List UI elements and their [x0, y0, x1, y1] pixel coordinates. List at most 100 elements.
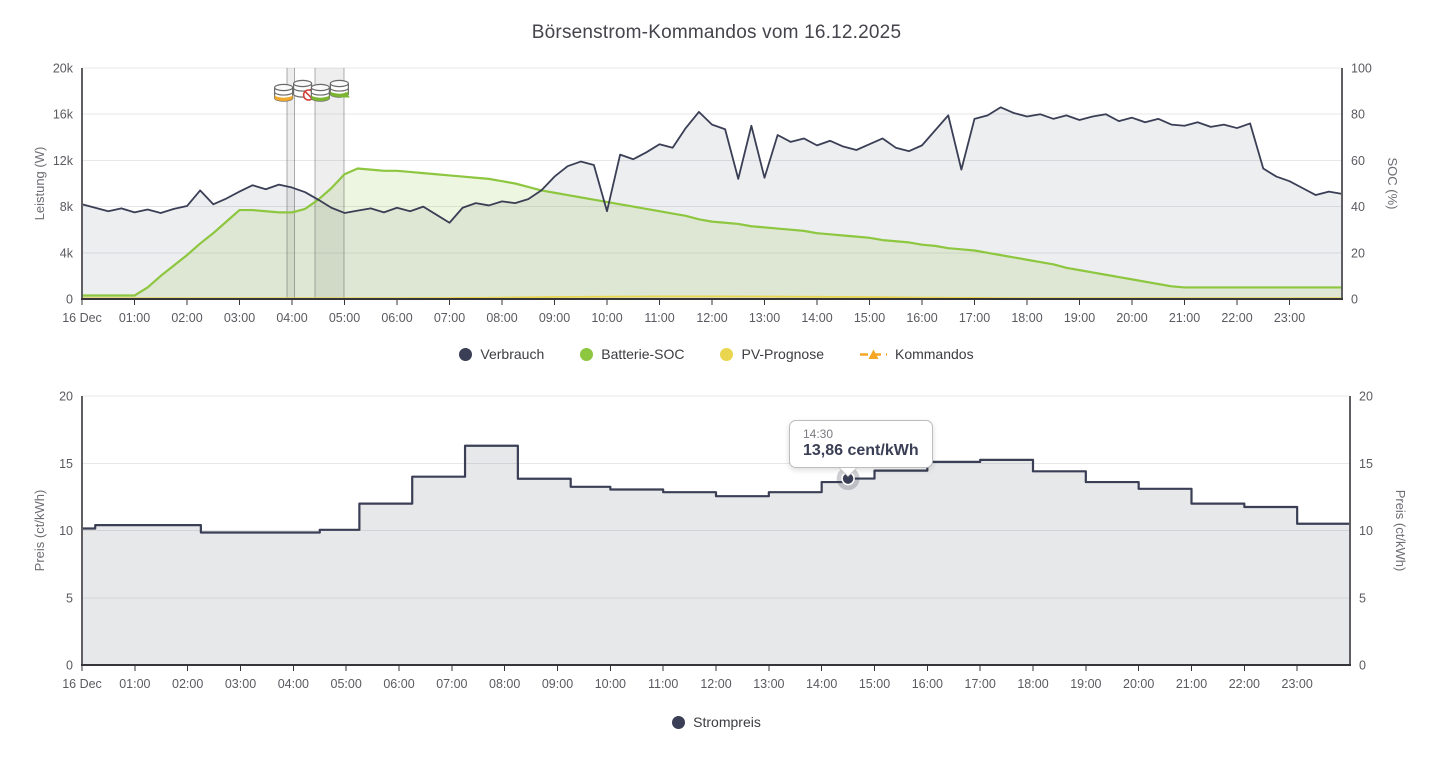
tooltip-value: 13,86 cent/kWh — [803, 442, 919, 459]
y-left-tick-label: 10 — [59, 524, 73, 538]
y-left-tick-label: 12k — [53, 154, 74, 168]
price-chart[interactable]: 16 Dec 01:00 02:00 03:00 04:00 05:00 06:00 07:0… — [32, 390, 1408, 692]
y-right-axis-title: SOC (%) — [1385, 158, 1400, 210]
x-tick-label: 08:00 — [486, 311, 517, 325]
legend-item-pv-prognose[interactable]: PV-Prognose — [720, 346, 824, 362]
y-right-tick-label: 80 — [1351, 108, 1365, 122]
legend-item-kommandos[interactable]: Kommandos — [859, 346, 974, 362]
batterie-soc-line — [80, 167, 1344, 297]
y-right-axis-title: Preis (ct/kWh) — [1393, 490, 1408, 572]
x-tick-label: 21:00 — [1176, 677, 1207, 691]
x-tick-label: 10:00 — [591, 311, 622, 325]
legend-label-batterie-soc: Batterie-SOC — [601, 346, 685, 362]
storage-orange-icon — [274, 83, 294, 102]
x-tick-label: 08:00 — [489, 677, 520, 691]
x-tick-label: 10:00 — [595, 677, 626, 691]
x-tick-label: 15:00 — [859, 677, 890, 691]
x-tick-label: 20:00 — [1123, 677, 1154, 691]
x-tick-label: 01:00 — [119, 311, 150, 325]
y-left-tick-label: 16k — [53, 108, 74, 122]
y-right-tick-label: 20 — [1351, 246, 1365, 260]
verbrauch-line — [81, 106, 1343, 224]
command-marker-storage-green-storage-charge[interactable] — [310, 79, 350, 102]
x-tick-label: 22:00 — [1221, 311, 1252, 325]
y-left-tick-label: 20 — [59, 390, 73, 404]
batterie-soc-area — [82, 168, 1342, 299]
x-tick-label: 13:00 — [749, 311, 780, 325]
legend-item-batterie-soc[interactable]: Batterie-SOC — [580, 346, 684, 362]
batterie-soc-legend-dot-icon — [580, 347, 594, 361]
page-title: Börsenstrom-Kommandos vom 16.12.2025 — [531, 22, 902, 43]
x-tick-label: 16:00 — [906, 311, 937, 325]
x-tick-label: 17:00 — [965, 677, 996, 691]
legend-1: Verbrauch Batterie-SOC PV-Prognose Kommando… — [0, 346, 1433, 362]
x-tick-label: 03:00 — [224, 311, 255, 325]
y-right-tick-label: 0 — [1351, 293, 1358, 307]
x-tick-label: 09:00 — [539, 311, 570, 325]
y-right-tick-label: 60 — [1351, 154, 1365, 168]
y-right-tick-label: 15 — [1359, 457, 1373, 471]
y-left-tick-label: 5 — [66, 591, 73, 605]
x-tick-label: 16:00 — [912, 677, 943, 691]
y-right-tick-label: 100 — [1351, 62, 1372, 76]
x-tick-label: 14:00 — [806, 677, 837, 691]
charge-badge-icon — [340, 92, 350, 98]
x-tick-label: 19:00 — [1064, 311, 1095, 325]
x-tick-label: 02:00 — [171, 311, 202, 325]
x-tick-label: 04:00 — [278, 677, 309, 691]
x-tick-label: 12:00 — [700, 677, 731, 691]
y-left-tick-label: 4k — [60, 246, 74, 260]
command-window-band — [286, 68, 295, 299]
storage-green-icon — [310, 83, 330, 102]
legend-2: Strompreis — [0, 714, 1433, 730]
x-tick-label: 15:00 — [854, 311, 885, 325]
x-tick-label: 23:00 — [1282, 677, 1313, 691]
storage-blocked-icon — [293, 79, 315, 101]
x-tick-label: 21:00 — [1169, 311, 1200, 325]
y-left-tick-label: 0 — [66, 659, 73, 673]
x-tick-label: 01:00 — [119, 677, 150, 691]
tooltip-time: 14:30 — [803, 427, 834, 441]
x-tick-label: 19:00 — [1070, 677, 1101, 691]
command-marker-storage-orange-storage-blocked[interactable] — [274, 79, 315, 102]
x-tick-label: 14:00 — [801, 311, 832, 325]
y-left-axis-title: Preis (ct/kWh) — [32, 490, 47, 572]
x-tick-label: 02:00 — [172, 677, 203, 691]
y-left-tick-label: 0 — [66, 293, 73, 307]
strompreis-line — [80, 444, 1352, 534]
strompreis-area — [82, 445, 1350, 665]
y-left-tick-label: 20k — [53, 62, 74, 76]
x-tick-label: 22:00 — [1229, 677, 1260, 691]
y-right-tick-label: 20 — [1359, 390, 1373, 404]
y-right-tick-label: 0 — [1359, 659, 1366, 673]
x-tick-label: 07:00 — [436, 677, 467, 691]
pv-prognose-legend-dot-icon — [720, 347, 734, 361]
x-tick-label: 12:00 — [696, 311, 727, 325]
legend-item-verbrauch[interactable]: Verbrauch — [459, 346, 544, 362]
x-tick-label: 23:00 — [1274, 311, 1305, 325]
y-right-tick-label: 5 — [1359, 591, 1366, 605]
x-tick-label: 06:00 — [381, 311, 412, 325]
legend-label-verbrauch: Verbrauch — [480, 346, 545, 362]
x-tick-label: 05:00 — [329, 311, 360, 325]
y-left-tick-label: 8k — [60, 200, 74, 214]
x-tick-label: 11:00 — [644, 311, 674, 325]
verbrauch-area — [82, 107, 1342, 300]
x-tick-label: 11:00 — [648, 677, 678, 691]
x-tick-label: 03:00 — [225, 677, 256, 691]
y-right-tick-label: 40 — [1351, 200, 1365, 214]
x-tick-label: 16 Dec — [62, 311, 102, 325]
power-soc-chart[interactable]: 16 Dec 01:00 02:00 03:00 04:00 05:00 06:00 07:0… — [32, 62, 1400, 326]
price-tooltip: 14:30 13,86 cent/kWh — [789, 420, 933, 477]
command-window-band — [315, 68, 344, 299]
verbrauch-legend-dot-icon — [459, 347, 473, 361]
legend-label-kommandos: Kommandos — [894, 346, 974, 362]
x-tick-label: 05:00 — [331, 677, 362, 691]
legend-item-strompreis[interactable]: Strompreis — [672, 714, 761, 730]
y-left-tick-label: 15 — [59, 457, 73, 471]
x-tick-label: 18:00 — [1017, 677, 1048, 691]
storage-charge-icon — [329, 79, 350, 98]
x-tick-label: 09:00 — [542, 677, 573, 691]
